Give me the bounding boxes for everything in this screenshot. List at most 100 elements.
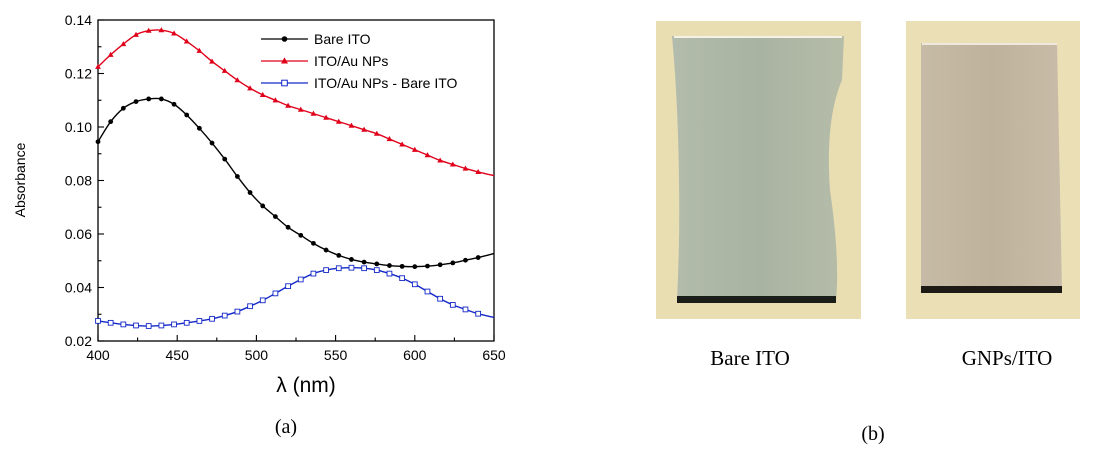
data-point [437,157,444,163]
x-tick-label: 400 [86,347,110,363]
data-point [361,265,367,272]
data-point [260,203,266,209]
data-point [196,125,202,131]
data-point [463,257,468,263]
data-point [285,283,291,290]
data-point [399,141,406,147]
data-point [336,253,342,258]
data-point [310,110,317,116]
data-point [323,247,329,253]
data-point [171,321,177,328]
data-point [386,270,393,277]
data-point [424,152,431,158]
data-point [297,276,304,283]
data-point [361,259,367,265]
data-point [145,323,152,329]
data-point [171,30,177,36]
x-tick-label: 500 [245,347,269,363]
legend-item-ito-au: ITO/Au NPs [261,53,388,69]
sample-photos: Bare ITO GNPs/ITO (b) [656,21,1080,445]
data-point [348,122,355,128]
absorbance-chart: 400 450 500 550 600 650 0.020.040.060.080.100… [12,12,506,438]
data-point [133,99,139,104]
data-point [133,31,139,37]
data-point [335,118,342,124]
data-point [209,140,215,146]
data-point [311,240,316,246]
data-point [259,91,266,97]
data-point [424,288,431,295]
plot-frame [97,19,495,342]
data-point [475,168,482,175]
series-line [97,29,495,177]
series-layer [95,27,495,329]
data-point [386,136,393,142]
data-point [209,58,215,64]
y-tick-label: 0.12 [65,66,92,82]
series-3 [95,264,495,329]
data-point [450,260,456,266]
data-point [145,27,152,33]
ito-slide [672,36,844,300]
data-point [158,322,165,329]
data-point [183,38,190,44]
data-point [247,85,253,91]
data-point [183,319,190,326]
data-point [120,105,126,111]
data-point [475,310,482,317]
data-point [120,41,127,47]
gnps-slide [921,43,1062,290]
legend: Bare ITO ITO/Au NPs ITO/Au NPs - Bare IT… [261,31,458,91]
data-point [247,190,253,195]
data-point [462,165,469,171]
data-point [285,224,291,230]
data-point [387,263,392,268]
series-2 [95,27,495,177]
data-point [411,281,418,288]
x-axis-ticks: 400 450 500 550 600 650 [86,335,506,363]
data-point [425,263,430,269]
data-point [209,315,215,322]
data-point [437,262,443,268]
data-point [348,264,355,271]
data-point [171,101,177,107]
series-line [97,267,495,327]
x-tick-label: 600 [403,347,427,363]
data-point [196,47,203,53]
data-point [196,318,203,324]
data-point [323,267,329,273]
data-point [221,67,228,73]
y-tick-label: 0.08 [65,173,92,189]
data-point [361,126,368,132]
data-point [373,267,380,273]
data-point [412,264,418,270]
photo-caption: Bare ITO [710,346,790,370]
data-point [399,275,405,281]
data-point [272,290,279,297]
data-point [335,265,342,272]
data-point [234,308,241,315]
data-point [297,106,304,112]
data-point [272,97,279,103]
data-point [462,306,469,313]
y-axis-ticks: 0.02 0.04 0.06 0.08 0.10 0.12 0.14 [65,12,104,349]
data-point [273,214,278,220]
data-point [437,295,443,302]
data-point [475,255,481,260]
y-axis-title: Absorbance [12,142,28,217]
data-point [95,318,101,324]
x-tick-label: 450 [166,347,190,363]
data-point [310,270,317,277]
data-point [373,130,380,136]
legend-item-bare-ito: Bare ITO [261,31,371,47]
data-point [158,96,164,102]
y-tick-label: 0.14 [65,12,92,28]
data-point [158,27,165,33]
legend-label: ITO/Au NPs [314,53,388,69]
x-tick-label: 550 [324,347,348,363]
data-point [449,302,456,308]
x-axis-title: λ (nm) [276,374,336,397]
panel-b-label: (b) [861,423,884,445]
y-tick-label: 0.06 [65,226,92,242]
